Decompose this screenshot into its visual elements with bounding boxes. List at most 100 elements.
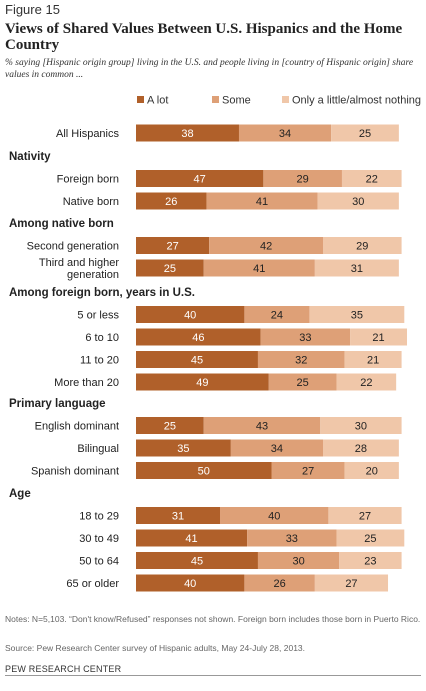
- bar-6-to-10-only-a-little-almost-nothing: [350, 328, 407, 346]
- row-label-spanish-dominant: Spanish dominant: [31, 466, 119, 478]
- bar-native-born-some: [206, 192, 318, 210]
- bar-all-hispanics-some: [238, 124, 332, 142]
- value-label-18-to-29-a-lot: 31: [172, 511, 184, 523]
- row-label-third-and-higher-generation-line-1: Third and higher: [39, 257, 119, 269]
- bar-50-to-64-some: [257, 552, 340, 569]
- legend-swatch-a-lot: [137, 96, 144, 103]
- value-label-english-dominant-some: 43: [256, 421, 268, 433]
- group-heading-primary-language: Primary language: [9, 398, 106, 410]
- bar-second-generation-a-lot: [136, 237, 210, 254]
- group-heading-among-native-born: Among native born: [9, 218, 114, 230]
- value-label-5-or-less-a-lot: 40: [184, 310, 196, 322]
- stacked-bar-chart: A lot Some Only a little/almost nothing All…: [9, 95, 421, 592]
- bar-bilingual-a-lot: [136, 439, 231, 457]
- value-label-50-to-64-a-lot: 45: [191, 556, 203, 568]
- bar-5-or-less-a-lot: [136, 306, 245, 323]
- value-label-6-to-10-a-lot: 46: [192, 332, 204, 344]
- legend-label-a-lot: A lot: [147, 95, 168, 107]
- bar-50-to-64-only-a-little-almost-nothing: [339, 552, 402, 569]
- bar-third-and-higher-generation-only-a-little-almost-nothing: [314, 259, 399, 277]
- bar-spanish-dominant-a-lot: [136, 462, 272, 479]
- value-label-foreign-born-some: 29: [297, 174, 309, 186]
- bar-30-to-49-a-lot: [136, 529, 248, 547]
- bar-english-dominant-only-a-little-almost-nothing: [320, 417, 402, 434]
- value-label-11-to-20-a-lot: 45: [191, 355, 203, 367]
- value-label-11-to-20-only-a-little-almost-nothing: 21: [367, 355, 379, 367]
- value-label-6-to-10-only-a-little-almost-nothing: 21: [372, 332, 384, 344]
- bar-65-or-older-a-lot: [136, 574, 245, 592]
- row-label-native-born: Native born: [63, 196, 119, 208]
- row-label-all-hispanics: All Hispanics: [56, 128, 119, 140]
- row-label-second-generation: Second generation: [27, 241, 119, 253]
- bar-third-and-higher-generation-a-lot: [136, 259, 204, 277]
- legend-label-some: Some: [222, 95, 251, 107]
- bar-more-than-20-some: [268, 373, 337, 391]
- bar-50-to-64-a-lot: [136, 552, 258, 569]
- value-label-65-or-older-only-a-little-almost-nothing: 27: [345, 578, 357, 590]
- value-label-second-generation-only-a-little-almost-nothing: 29: [356, 241, 368, 253]
- chart-title: Views of Shared Values Between U.S. Hisp…: [5, 21, 403, 53]
- bar-11-to-20-only-a-little-almost-nothing: [344, 351, 402, 368]
- legend-swatch-some: [212, 96, 219, 103]
- row-label-5-or-less: 5 or less: [77, 310, 119, 322]
- value-label-all-hispanics-a-lot: 38: [181, 128, 193, 140]
- bar-bilingual-only-a-little-almost-nothing: [322, 439, 399, 457]
- bar-english-dominant-a-lot: [136, 417, 204, 434]
- value-label-30-to-49-some: 33: [286, 533, 298, 545]
- value-label-foreign-born-a-lot: 47: [194, 174, 206, 186]
- value-label-65-or-older-some: 26: [274, 578, 286, 590]
- bar-second-generation-only-a-little-almost-nothing: [322, 237, 402, 254]
- value-label-18-to-29-some: 40: [268, 511, 280, 523]
- value-label-6-to-10-some: 33: [299, 332, 311, 344]
- chart-source: Source: Pew Research Center survey of Hi…: [5, 643, 306, 653]
- value-label-more-than-20-some: 25: [297, 377, 309, 389]
- row-label-65-or-older: 65 or older: [66, 578, 119, 590]
- value-label-more-than-20-a-lot: 49: [196, 377, 208, 389]
- row-label-bilingual: Bilingual: [77, 443, 119, 455]
- bar-spanish-dominant-only-a-little-almost-nothing: [344, 462, 399, 479]
- footer-credit: PEW RESEARCH CENTER: [5, 664, 122, 674]
- row-label-30-to-49: 30 to 49: [79, 533, 119, 545]
- value-label-30-to-49-only-a-little-almost-nothing: 25: [364, 533, 376, 545]
- bar-foreign-born-a-lot: [136, 170, 264, 187]
- value-label-english-dominant-only-a-little-almost-nothing: 30: [355, 421, 367, 433]
- value-label-65-or-older-a-lot: 40: [184, 578, 196, 590]
- bar-18-to-29-a-lot: [136, 507, 221, 524]
- value-label-50-to-64-some: 30: [292, 556, 304, 568]
- row-label-18-to-29: 18 to 29: [79, 511, 119, 523]
- value-label-native-born-some: 41: [256, 196, 268, 208]
- value-label-bilingual-only-a-little-almost-nothing: 28: [355, 443, 367, 455]
- row-label-50-to-64: 50 to 64: [79, 556, 119, 568]
- row-label-6-to-10: 6 to 10: [85, 332, 119, 344]
- chart-notes: Notes: N=5,103. “Don't know/Refused” res…: [5, 614, 421, 624]
- value-label-spanish-dominant-some: 27: [302, 466, 314, 478]
- value-label-second-generation-some: 42: [260, 241, 272, 253]
- bar-second-generation-some: [209, 237, 323, 254]
- value-label-18-to-29-only-a-little-almost-nothing: 27: [359, 511, 371, 523]
- value-label-native-born-only-a-little-almost-nothing: 30: [352, 196, 364, 208]
- group-heading-nativity: Nativity: [9, 151, 51, 163]
- value-label-english-dominant-a-lot: 25: [164, 421, 176, 433]
- bar-30-to-49-some: [247, 529, 337, 547]
- bar-6-to-10-a-lot: [136, 328, 261, 346]
- bar-11-to-20-some: [257, 351, 345, 368]
- bar-18-to-29-some: [220, 507, 329, 524]
- value-label-third-and-higher-generation-a-lot: 25: [164, 263, 176, 275]
- bar-more-than-20-a-lot: [136, 373, 269, 391]
- bar-third-and-higher-generation-some: [203, 259, 315, 277]
- value-label-30-to-49-a-lot: 41: [185, 533, 197, 545]
- value-label-native-born-a-lot: 26: [165, 196, 177, 208]
- row-label-english-dominant: English dominant: [35, 421, 119, 433]
- bar-5-or-less-some: [244, 306, 310, 323]
- value-label-all-hispanics-some: 34: [279, 128, 291, 140]
- bar-foreign-born-only-a-little-almost-nothing: [341, 170, 402, 187]
- bar-18-to-29-only-a-little-almost-nothing: [328, 507, 402, 524]
- value-label-foreign-born-only-a-little-almost-nothing: 22: [366, 174, 378, 186]
- legend-label-only-a-little-almost-nothing: Only a little/almost nothing: [292, 95, 421, 107]
- bar-native-born-a-lot: [136, 192, 207, 210]
- bar-spanish-dominant-some: [271, 462, 345, 479]
- legend-swatch-only-a-little-almost-nothing: [282, 96, 289, 103]
- row-label-11-to-20: 11 to 20: [80, 355, 119, 367]
- footer-rule: [5, 675, 421, 676]
- group-heading-among-foreign-born-years-in-u-s: Among foreign born, years in U.S.: [9, 287, 195, 299]
